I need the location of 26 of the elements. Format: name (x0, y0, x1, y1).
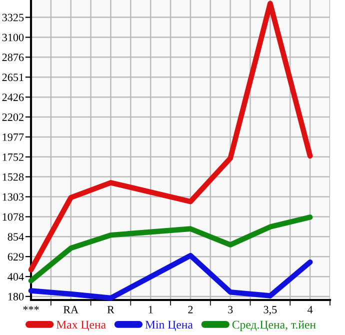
y-tick-label: 3100 (2, 34, 24, 42)
legend-label: Min Цена (145, 320, 193, 332)
y-tick-label: 629 (8, 253, 24, 261)
x-tick-label: 2 (188, 306, 193, 314)
y-tick-label: 854 (8, 233, 24, 241)
y-tick-label: 3325 (2, 14, 24, 22)
x-tick-label: R (107, 306, 114, 314)
y-tick-label: 1078 (2, 213, 24, 221)
y-tick-label: 1752 (2, 153, 24, 161)
y-tick-label: 2202 (2, 113, 24, 121)
x-tick-label: 1 (148, 306, 153, 314)
y-tick-label: 1303 (2, 193, 24, 201)
x-tick-label: RA (63, 306, 79, 314)
y-tick-label: 2651 (2, 74, 24, 82)
y-tick-label: 1977 (2, 133, 24, 141)
legend-label: Сред.Цена, т.йен (232, 320, 316, 332)
x-tick-label: 4 (308, 306, 313, 314)
y-tick-label: 1528 (2, 173, 24, 181)
x-tick-label: 3,5 (264, 306, 277, 315)
legend-label: Max Цена (56, 320, 106, 332)
y-tick-label: 2876 (2, 54, 24, 62)
x-tick-label: *** (23, 306, 39, 310)
x-tick-label: 3 (228, 306, 233, 314)
y-tick-label: 180 (8, 292, 24, 300)
y-tick-label: 404 (8, 273, 24, 281)
y-tick-label: 2426 (2, 94, 24, 102)
